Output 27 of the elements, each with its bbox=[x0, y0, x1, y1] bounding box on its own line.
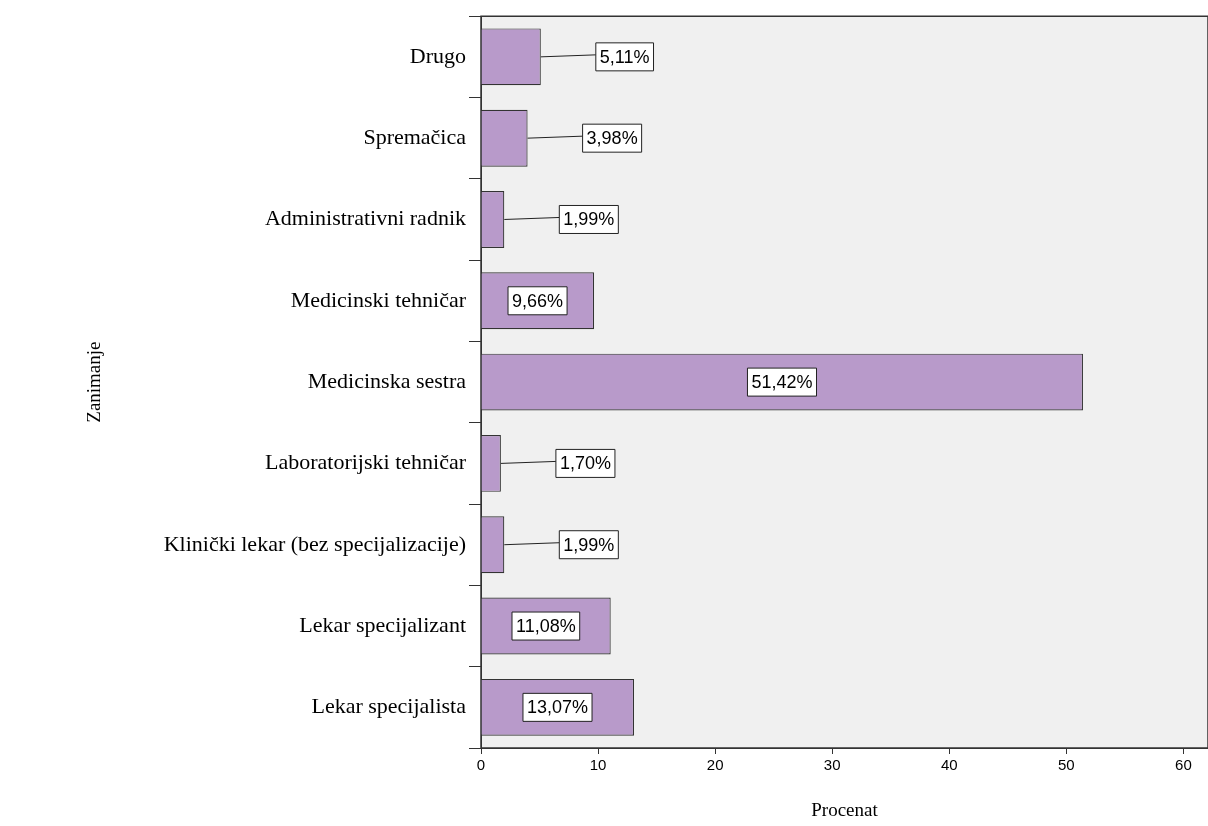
data-label: 1,70% bbox=[559, 453, 611, 474]
x-tick-label: 60 bbox=[1175, 756, 1192, 774]
x-tick-label: 20 bbox=[706, 756, 724, 774]
y-tick-label: Drugo bbox=[409, 42, 466, 68]
y-tick-label: Lekar specijalizant bbox=[299, 611, 466, 637]
data-label: 5,11% bbox=[599, 46, 650, 67]
x-tick-label: 30 bbox=[823, 756, 841, 774]
y-tick-label: Klinički lekar (bez specijalizacije) bbox=[163, 530, 466, 556]
x-tick-label: 40 bbox=[940, 756, 958, 774]
y-axis-title: Zanimanje bbox=[83, 341, 105, 423]
data-label: 13,07% bbox=[526, 697, 589, 718]
x-axis-title: Procenat bbox=[811, 798, 879, 820]
data-label: 11,08% bbox=[516, 616, 576, 636]
y-tick-label: Laboratorijski tehničar bbox=[265, 449, 467, 475]
data-label: 1,99% bbox=[563, 534, 615, 555]
y-tick-label: Medicinska sestra bbox=[307, 367, 467, 393]
y-tick-label: Medicinski tehničar bbox=[290, 286, 467, 312]
x-tick-label: 50 bbox=[1058, 756, 1075, 774]
y-tick-label: Spremačica bbox=[363, 123, 467, 149]
data-label: 9,66% bbox=[512, 290, 564, 311]
y-tick-label: Lekar specijalista bbox=[311, 693, 467, 719]
data-label: 3,98% bbox=[586, 128, 638, 149]
y-tick-label: Administrativni radnik bbox=[264, 205, 466, 231]
x-tick-label: 10 bbox=[589, 756, 607, 774]
data-label: 1,99% bbox=[563, 209, 615, 230]
x-tick-label: 0 bbox=[476, 756, 486, 774]
data-label: 51,42% bbox=[751, 372, 813, 393]
